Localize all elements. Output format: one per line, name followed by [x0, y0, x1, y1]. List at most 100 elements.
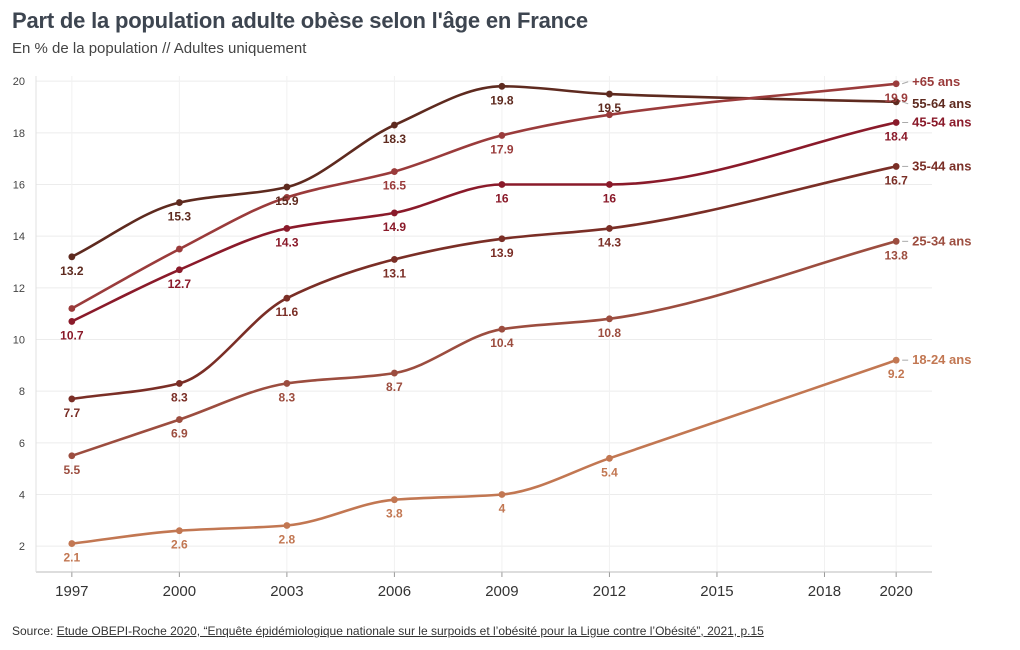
data-label: 16.5	[383, 179, 407, 193]
data-point	[606, 315, 613, 323]
chart-title: Part de la population adulte obèse selon…	[12, 8, 588, 33]
data-point	[892, 356, 900, 364]
data-point	[68, 452, 76, 460]
data-label: 19.9	[884, 91, 908, 105]
data-label: 5.4	[601, 465, 618, 479]
data-point	[175, 416, 183, 423]
y-tick-label: 20	[13, 76, 25, 88]
data-label: 19.8	[490, 93, 514, 107]
data-label: 17.9	[490, 142, 514, 156]
data-label: 4	[499, 502, 506, 516]
x-tick-label: 2018	[808, 583, 841, 600]
series-line-18-24 ans	[70, 358, 898, 545]
y-tick-label: 4	[19, 490, 25, 502]
data-label: 14.3	[598, 235, 622, 249]
series-line-35-44 ans	[70, 165, 898, 401]
data-point	[68, 540, 76, 547]
data-point	[606, 90, 613, 98]
data-label: 2.6	[171, 538, 188, 552]
data-point	[391, 168, 398, 175]
data-point	[68, 395, 76, 403]
data-label: 19.5	[598, 101, 622, 115]
data-point	[283, 294, 291, 302]
data-label: 18.3	[383, 132, 407, 146]
data-point	[175, 245, 183, 253]
data-point	[498, 235, 506, 243]
x-tick-label: 2006	[378, 583, 411, 600]
x-tick-label: 2009	[485, 583, 518, 600]
data-label: 16.7	[884, 173, 908, 187]
data-label: 10.7	[60, 328, 84, 342]
data-point	[391, 209, 398, 217]
x-tick-label: 2012	[593, 583, 626, 600]
data-point	[892, 237, 900, 245]
data-label: 7.7	[63, 406, 80, 420]
data-label: 5.5	[63, 463, 80, 477]
x-tick-label: 2015	[700, 583, 733, 600]
data-label: 13.2	[60, 264, 84, 278]
data-point	[283, 380, 291, 387]
source-prefix: Source:	[12, 624, 57, 638]
data-label: 13.1	[383, 266, 407, 280]
data-point	[283, 183, 291, 191]
data-label: 16	[603, 192, 617, 206]
y-tick-label: 16	[13, 180, 25, 192]
data-point	[391, 496, 398, 504]
source-note: Source: Etude OBEPI-Roche 2020, “Enquête…	[12, 624, 764, 638]
data-point	[498, 491, 506, 498]
data-label: 15.9	[275, 194, 299, 208]
data-point	[498, 82, 506, 90]
data-label: 13.9	[490, 246, 514, 260]
y-tick-label: 18	[13, 128, 25, 140]
end-label-leader	[902, 101, 909, 105]
x-tick-label: 1997	[55, 583, 88, 600]
x-tick-label: 2003	[270, 583, 303, 600]
data-label: 2.8	[279, 533, 296, 547]
data-label: 8.3	[279, 390, 296, 404]
data-point	[892, 98, 900, 106]
data-label: 9.2	[888, 367, 905, 381]
data-point	[892, 80, 900, 88]
data-label: 8.3	[171, 390, 188, 404]
data-point	[892, 119, 900, 126]
source-link[interactable]: Etude OBEPI-Roche 2020, “Enquête épidémi…	[56, 624, 764, 638]
data-label: 2.1	[63, 551, 80, 565]
data-label: 11.6	[276, 305, 299, 319]
data-point	[68, 305, 76, 312]
data-label: 3.8	[386, 507, 403, 521]
data-label: 18.4	[884, 130, 908, 144]
x-tick-label: 2020	[879, 583, 912, 600]
data-point	[391, 369, 398, 377]
y-tick-label: 12	[13, 283, 25, 295]
end-labels: 55-64 ans +65 ans 45-54 ans 35-44 ans 25-34 …	[902, 74, 971, 367]
data-points	[68, 80, 900, 547]
data-point	[68, 253, 76, 261]
data-label: 12.7	[168, 277, 192, 291]
series-name-label: 18-24 ans	[912, 352, 971, 367]
data-point	[892, 163, 900, 170]
data-point	[498, 132, 506, 139]
series-name-label: 35-44 ans	[912, 158, 971, 173]
data-point	[606, 454, 613, 462]
y-tick-label: 6	[19, 438, 25, 450]
series-lines	[70, 82, 898, 545]
data-label: 16	[495, 192, 509, 206]
data-point	[175, 380, 183, 387]
data-point	[391, 256, 398, 263]
data-point	[498, 325, 506, 333]
data-label: 6.9	[171, 427, 188, 441]
data-point	[68, 318, 76, 325]
data-point	[606, 225, 613, 232]
data-label: 14.3	[275, 235, 299, 249]
y-tick-label: 2	[19, 541, 25, 553]
grid-lines	[36, 76, 932, 572]
data-point	[175, 266, 183, 274]
series-name-label: 55-64 ans	[912, 96, 971, 111]
end-label-leader	[902, 81, 909, 85]
data-point	[175, 199, 183, 206]
series-name-label: 25-34 ans	[912, 233, 971, 248]
series-name-label: +65 ans	[912, 74, 960, 89]
data-label: 8.7	[386, 380, 403, 394]
y-tick-label: 8	[19, 386, 25, 398]
